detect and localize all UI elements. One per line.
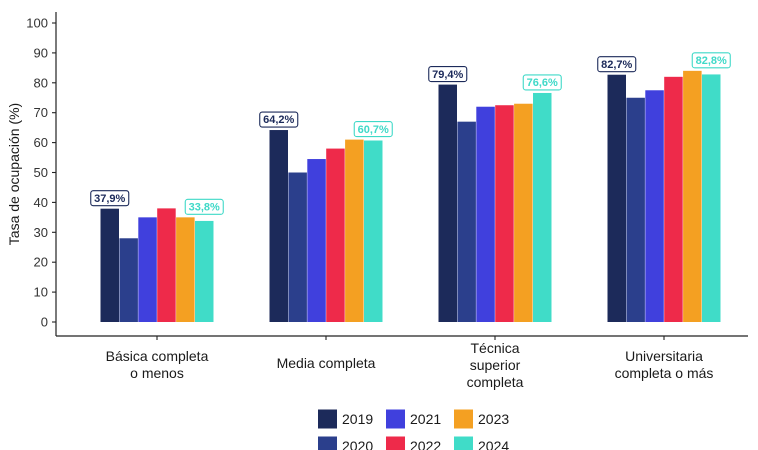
bar-2021 — [307, 159, 326, 322]
bar-2023 — [176, 217, 195, 322]
legend-item-2022: 2022 — [386, 436, 441, 450]
data-label-2024: 60,7% — [353, 121, 393, 138]
data-label-text: 76,6% — [527, 77, 558, 89]
data-label-2019: 37,9% — [90, 190, 130, 207]
bar-2022 — [664, 76, 683, 322]
x-category-label: completa o más — [615, 365, 714, 381]
legend-item-2024: 2024 — [454, 436, 509, 450]
bar-2024 — [195, 220, 214, 322]
data-label-text: 64,2% — [263, 114, 294, 126]
legend-label: 2022 — [410, 438, 441, 450]
bar-2023 — [514, 103, 533, 322]
bar-2021 — [138, 217, 157, 322]
y-tick-label: 40 — [34, 195, 48, 210]
data-label-text: 33,8% — [189, 202, 220, 214]
bar-2021 — [645, 90, 664, 323]
legend-label: 2023 — [478, 411, 509, 427]
bar-2019 — [269, 130, 288, 322]
data-labels: 37,9% 64,2% 79,4% 82,7% 33,8% 60,7% 76,6% 82,8% — [90, 52, 731, 215]
legend-swatch — [454, 409, 473, 429]
data-label-text: 82,7% — [601, 59, 632, 71]
bar-2020 — [288, 172, 307, 322]
y-tick-label: 80 — [34, 75, 48, 90]
bar-2024 — [702, 74, 721, 322]
bar-2019 — [100, 208, 119, 322]
data-label-2024: 76,6% — [522, 74, 562, 91]
x-category-label: Básica completa — [106, 348, 209, 364]
legend-swatch — [454, 436, 473, 450]
legend: 2019 2020 2021 2022 2023 2024 — [318, 409, 509, 450]
bar-2024 — [364, 140, 383, 322]
bar-2022 — [495, 105, 514, 322]
x-category-label: completa — [467, 374, 524, 390]
bar-2020 — [119, 238, 138, 322]
y-tick-label: 50 — [34, 165, 48, 180]
x-category-label: Media completa — [277, 355, 376, 371]
y-tick-label: 0 — [41, 315, 48, 330]
legend-label: 2024 — [478, 438, 509, 450]
legend-label: 2021 — [410, 411, 441, 427]
y-tick-label: 10 — [34, 285, 48, 300]
x-category-label: o menos — [130, 365, 184, 381]
legend-swatch — [318, 409, 337, 429]
legend-swatch — [386, 436, 405, 450]
bar-2020 — [626, 97, 645, 322]
data-label-2019: 82,7% — [597, 56, 637, 73]
data-label-2019: 79,4% — [428, 66, 468, 83]
legend-item-2020: 2020 — [318, 436, 373, 450]
y-tick-label: 60 — [34, 135, 48, 150]
x-category-label: superior — [470, 357, 521, 373]
y-tick-label: 70 — [34, 105, 48, 120]
bars — [100, 70, 721, 323]
legend-swatch — [386, 409, 405, 429]
data-label-2024: 33,8% — [184, 198, 224, 215]
x-category-label: Técnica — [470, 340, 519, 356]
x-category-label: Universitaria — [625, 348, 703, 364]
legend-label: 2020 — [342, 438, 373, 450]
bar-2019 — [607, 74, 626, 323]
bar-2019 — [438, 84, 457, 323]
legend-item-2023: 2023 — [454, 409, 509, 429]
y-tick-label: 30 — [34, 225, 48, 240]
data-label-2024: 82,8% — [691, 52, 731, 69]
bar-2022 — [157, 208, 176, 322]
bar-2022 — [326, 148, 345, 322]
bar-2021 — [476, 106, 495, 322]
legend-swatch — [318, 436, 337, 450]
y-tick-label: 20 — [34, 255, 48, 270]
legend-label: 2019 — [342, 411, 373, 427]
legend-item-2019: 2019 — [318, 409, 373, 429]
data-label-text: 82,8% — [696, 55, 727, 67]
y-tick-label: 100 — [26, 16, 48, 31]
bar-2020 — [457, 121, 476, 322]
bar-2024 — [533, 92, 552, 322]
data-label-text: 60,7% — [358, 124, 389, 136]
y-tick-label: 90 — [34, 45, 48, 60]
legend-item-2021: 2021 — [386, 409, 441, 429]
data-label-2019: 64,2% — [259, 111, 299, 128]
data-label-text: 79,4% — [432, 69, 463, 81]
bar-2023 — [345, 139, 364, 322]
bar-2023 — [683, 70, 702, 322]
y-axis-title: Tasa de ocupación (%) — [6, 103, 22, 245]
axes: 0 10 20 30 40 50 60 70 80 90 100 Tasa de ocupación … — [6, 12, 748, 390]
data-label-text: 37,9% — [94, 193, 125, 205]
